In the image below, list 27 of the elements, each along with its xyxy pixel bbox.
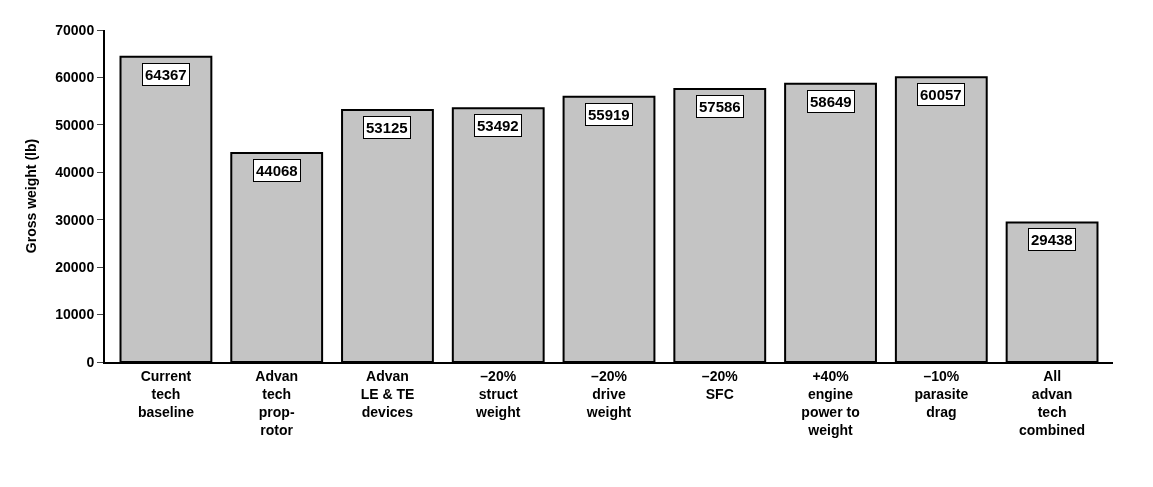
y-tick-label: 50000 [55, 116, 95, 133]
x-tick-label: Advan tech prop- rotor [255, 367, 299, 439]
data-label: 29438 [1031, 231, 1073, 248]
x-tick-label: –20% drive weight [585, 367, 632, 421]
y-axis-title: Gross weight (lb) [23, 138, 40, 254]
data-label: 58649 [810, 93, 852, 110]
data-label: 53125 [366, 119, 408, 136]
data-label: 57586 [699, 98, 741, 115]
y-tick-label: 40000 [55, 164, 95, 181]
data-label: 60057 [920, 86, 962, 103]
data-label: 55919 [588, 106, 630, 123]
y-tick-label: 70000 [55, 21, 95, 38]
x-tick-label: All advan tech combined [1019, 367, 1086, 439]
x-tick-label: –20% SFC [701, 367, 739, 402]
y-tick-label: 60000 [55, 69, 95, 86]
data-label: 44068 [256, 162, 298, 179]
x-tick-label: –10% parasite drag [914, 367, 969, 421]
y-tick-label: 30000 [55, 211, 95, 228]
y-tick-label: 10000 [55, 306, 95, 323]
data-label: 53492 [477, 117, 519, 134]
data-label: 64367 [145, 66, 187, 83]
y-tick-label: 0 [86, 353, 95, 370]
x-tick-label: –20% struct weight [475, 367, 521, 421]
x-tick-label: Current tech baseline [137, 367, 195, 421]
x-tick-label: Advan LE & TE devices [360, 367, 415, 421]
y-tick-label: 20000 [55, 259, 95, 276]
x-tick-label: +40% engine power to weight [801, 367, 860, 439]
